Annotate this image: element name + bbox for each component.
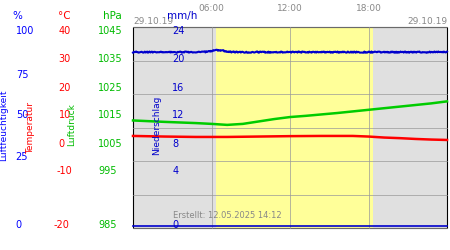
- Text: 30: 30: [58, 54, 71, 64]
- Text: 20: 20: [172, 54, 184, 64]
- Text: Temperatur: Temperatur: [26, 102, 35, 154]
- Text: 995: 995: [98, 166, 117, 176]
- Text: 24: 24: [172, 26, 184, 36]
- Text: hPa: hPa: [104, 11, 122, 21]
- Text: 1005: 1005: [98, 139, 123, 149]
- Text: 0: 0: [58, 139, 65, 149]
- Text: 4: 4: [172, 166, 179, 176]
- Bar: [216, 27, 373, 228]
- Text: 1025: 1025: [98, 83, 123, 93]
- Text: 12: 12: [172, 110, 184, 120]
- Bar: [133, 27, 447, 228]
- Text: 1035: 1035: [98, 54, 123, 64]
- Text: 8: 8: [172, 139, 179, 149]
- Text: 1045: 1045: [98, 26, 123, 36]
- Text: 0: 0: [16, 220, 22, 230]
- Text: -20: -20: [54, 220, 70, 230]
- Text: Niederschlag: Niederschlag: [152, 95, 161, 155]
- Text: 25: 25: [16, 152, 28, 162]
- Text: 75: 75: [16, 70, 28, 80]
- Text: 50: 50: [16, 110, 28, 120]
- Text: %: %: [13, 11, 22, 21]
- Text: 18:00: 18:00: [356, 4, 382, 13]
- Text: Luftfeuchtigkeit: Luftfeuchtigkeit: [0, 89, 8, 161]
- Text: 10: 10: [58, 110, 71, 120]
- Text: Erstellt: 12.05.2025 14:12: Erstellt: 12.05.2025 14:12: [173, 212, 282, 220]
- Text: 0: 0: [172, 220, 179, 230]
- Text: 985: 985: [98, 220, 117, 230]
- Text: 40: 40: [58, 26, 71, 36]
- Text: °C: °C: [58, 11, 70, 21]
- Text: 29.10.19: 29.10.19: [407, 17, 447, 26]
- Text: Luftdruck: Luftdruck: [68, 104, 76, 146]
- Text: 1015: 1015: [98, 110, 123, 120]
- Text: 20: 20: [58, 83, 71, 93]
- Text: 100: 100: [16, 26, 34, 36]
- Text: 29.10.19: 29.10.19: [133, 17, 173, 26]
- Text: 16: 16: [172, 83, 184, 93]
- Bar: [133, 27, 447, 228]
- Text: 06:00: 06:00: [198, 4, 225, 13]
- Text: 12:00: 12:00: [277, 4, 303, 13]
- Text: -10: -10: [56, 166, 72, 176]
- Text: mm/h: mm/h: [166, 11, 197, 21]
